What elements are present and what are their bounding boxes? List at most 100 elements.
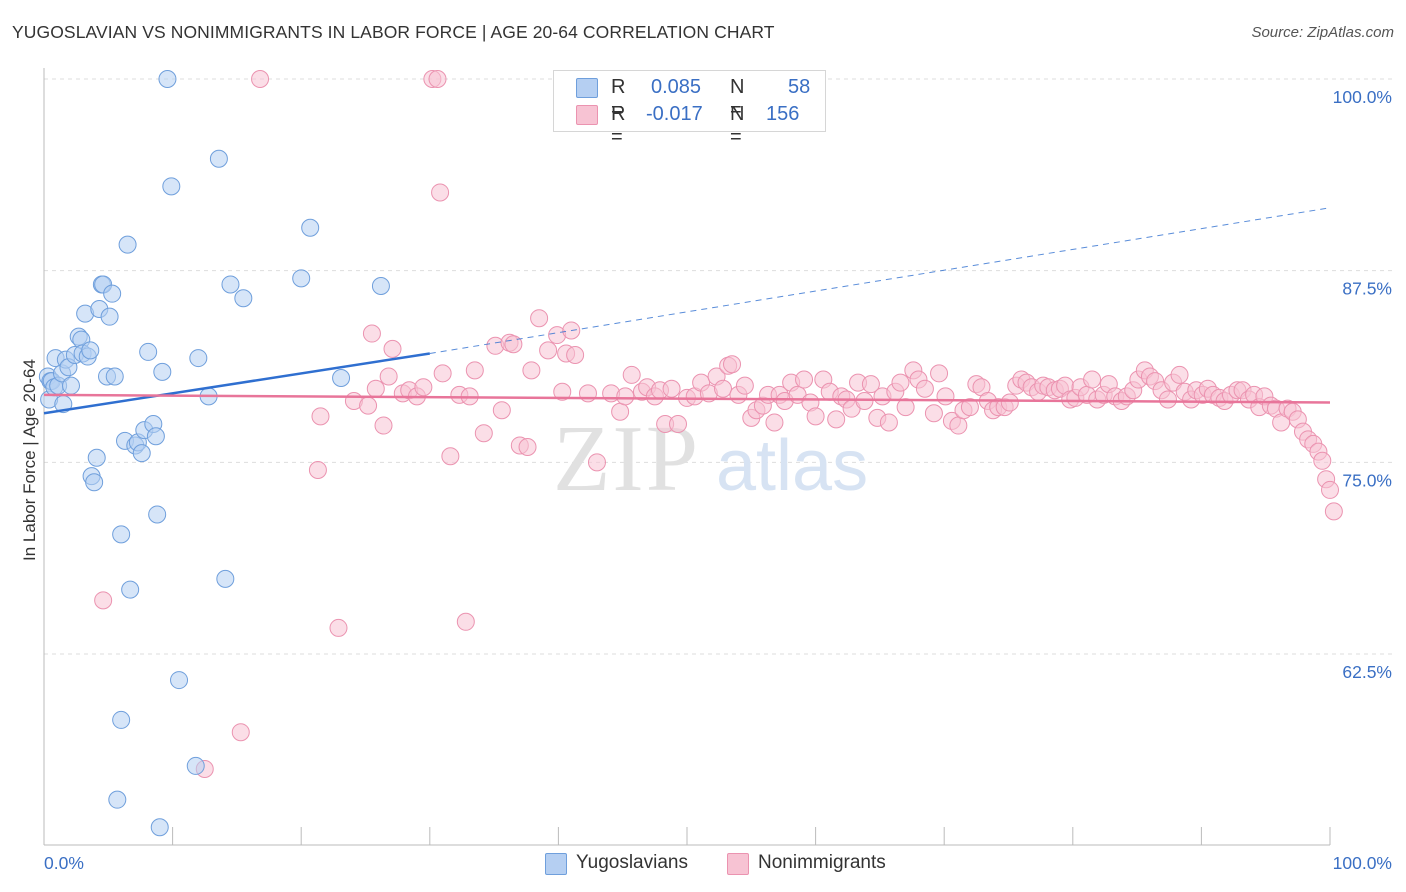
legend-n-value: 156 (766, 103, 800, 125)
nonimmigrants-point (504, 335, 523, 354)
stats-legend: R = 0.085 N = 58 R = -0.017 N = 156 (553, 70, 826, 148)
yugoslavians-point (189, 349, 208, 368)
nonimmigrants-point (94, 591, 113, 610)
nonimmigrants-point (1158, 390, 1177, 409)
legend-r-value: -0.017 (646, 103, 703, 125)
tick-labels: 100.0% 87.5% 75.0% 62.5% 0.0% 100.0% (44, 87, 1392, 873)
nonimmigrants-point (1083, 370, 1102, 389)
legend-swatch-pink (576, 105, 598, 125)
yugoslavians-point (332, 369, 351, 387)
nonimmigrants-point (723, 355, 742, 374)
nonimmigrants-point (553, 382, 572, 401)
trend-lines (43, 207, 1331, 415)
nonimmigrants-point (960, 398, 979, 417)
nonimmigrants-point (587, 453, 606, 472)
yugoslavians-point (292, 269, 311, 288)
nonimmigrants-point (231, 723, 250, 742)
legend-r-value: 0.085 (651, 76, 702, 98)
nonimmigrants-point (915, 379, 934, 398)
nonimmigrants-point (827, 410, 846, 429)
yugoslavians-point (158, 70, 177, 88)
legend-r-label: R = (611, 76, 626, 121)
nonimmigrants-point (924, 404, 943, 423)
yugoslavians-point (150, 818, 169, 837)
nonimmigrants-point (714, 379, 733, 398)
yugoslavians-point (118, 235, 137, 254)
legend-n-label: N = (730, 103, 745, 148)
x-tick-label-start: 0.0% (44, 853, 84, 873)
yugoslavians-point (85, 473, 104, 492)
nonimmigrants-point (806, 407, 825, 426)
yugoslavians-point (81, 341, 100, 360)
nonimmigrants-point (930, 364, 949, 383)
nonimmigrants-point (433, 364, 452, 383)
y-tick-label: 87.5% (1342, 279, 1392, 299)
legend-swatch-blue (576, 78, 598, 98)
yugoslavians-point (162, 177, 181, 196)
nonimmigrants-point (936, 387, 955, 406)
nonimmigrants-point (518, 438, 537, 456)
yugoslavians-trend-extension (429, 207, 1331, 354)
y-tick-label: 62.5% (1342, 662, 1392, 682)
nonimmigrants-point (668, 415, 687, 433)
nonimmigrants-point (566, 346, 585, 364)
nonimmigrants-point (735, 376, 754, 395)
yugoslavians-point (234, 289, 253, 308)
yugoslavians-point (139, 342, 158, 361)
nonimmigrants-point (861, 375, 880, 394)
yugoslavians-point (103, 284, 122, 303)
nonimmigrants-point (359, 396, 378, 415)
yugoslavians-point (100, 307, 119, 326)
nonimmigrants-point (366, 379, 385, 398)
nonimmigrants-point (362, 324, 381, 343)
nonimmigrants-point (441, 447, 460, 466)
source-label: Source: ZipAtlas.com (1251, 24, 1394, 41)
nonimmigrants-point (539, 341, 558, 360)
yugoslavians-point (301, 218, 320, 237)
nonimmigrants-point (1000, 393, 1019, 412)
nonimmigrants-trend-line (43, 393, 1331, 404)
nonimmigrants-point (530, 309, 549, 328)
chart-title: YUGOSLAVIAN VS NONIMMIGRANTS IN LABOR FO… (12, 22, 775, 42)
yugoslavians-point (121, 580, 140, 599)
yugoslavians-point (221, 275, 240, 294)
nonimmigrants-point (428, 70, 447, 88)
yugoslavians-point (87, 448, 106, 467)
nonimmigrants-point (896, 398, 915, 417)
yugoslavians-point (108, 790, 127, 809)
y-axis-label: In Labor Force | Age 20-64 (20, 359, 39, 561)
legend-n-label: N = (730, 76, 745, 121)
yugoslavians-point (148, 505, 167, 524)
grid-lines (44, 78, 1394, 655)
nonimmigrants-point (1313, 451, 1332, 470)
yugoslavians-point (209, 149, 228, 168)
nonimmigrants-point (456, 612, 475, 631)
legend-r-label: R = (611, 103, 626, 148)
yugoslavians-point (170, 671, 189, 690)
legend-n-value: 58 (788, 76, 811, 98)
bottom-legend-swatch-blue (545, 853, 567, 875)
watermark-atlas: atlas (716, 426, 868, 506)
yugoslavians-point (62, 376, 81, 395)
nonimmigrants-point (474, 424, 493, 443)
bottom-legend-label: Nonimmigrants (758, 852, 886, 873)
nonimmigrants-point (616, 387, 635, 406)
nonimmigrants-point (311, 407, 330, 426)
y-tick-label: 75.0% (1342, 470, 1392, 490)
nonimmigrants-point (891, 373, 910, 392)
nonimmigrants-point (251, 70, 270, 88)
nonimmigrants-point (308, 461, 327, 479)
yugoslavians-point (371, 277, 390, 295)
nonimmigrants-point (795, 370, 814, 389)
nonimmigrants-point (414, 378, 433, 397)
yugoslavians-point (153, 362, 172, 381)
yugoslavians-point (112, 710, 131, 729)
nonimmigrants-point (492, 401, 511, 420)
nonimmigrants-point (374, 416, 393, 435)
y-tick-label: 100.0% (1333, 87, 1392, 107)
nonimmigrants-point (622, 365, 641, 384)
bottom-legend-label: Yugoslavians (576, 852, 688, 873)
nonimmigrants-point (1170, 365, 1189, 384)
yugoslavians-point (112, 525, 131, 544)
